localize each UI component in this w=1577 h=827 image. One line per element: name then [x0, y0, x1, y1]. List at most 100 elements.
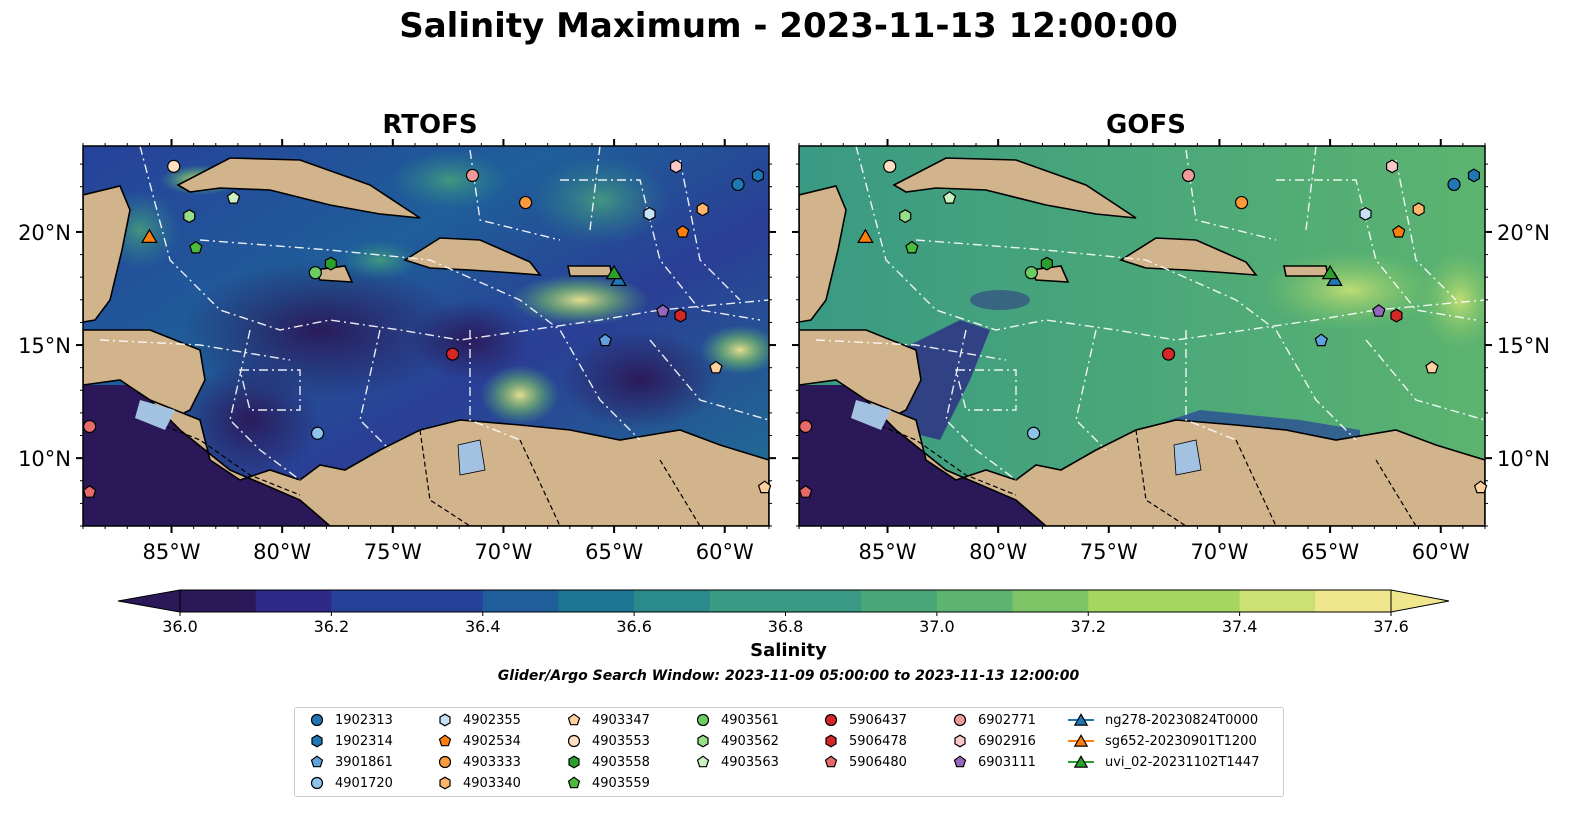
- legend-pentagon-icon[interactable]: [567, 776, 581, 789]
- lat-tick-label: 15°N: [1497, 334, 1550, 358]
- legend-label: 5906480: [849, 754, 907, 770]
- float-marker-4902355[interactable]: [1359, 206, 1372, 221]
- lat-tick-label: 10°N: [1497, 447, 1550, 471]
- observation-markers[interactable]: [82, 159, 1488, 498]
- legend-pentagon-icon[interactable]: [824, 755, 838, 768]
- float-marker-4903562[interactable]: [899, 209, 912, 224]
- float-marker-6903111[interactable]: [656, 304, 670, 317]
- float-marker-4901720[interactable]: [310, 426, 325, 440]
- legend-hexagon-icon[interactable]: [954, 734, 966, 748]
- legend-label: 4903558: [592, 754, 650, 770]
- colorbar-tick-label: 36.6: [616, 617, 652, 636]
- float-marker-5906478[interactable]: [674, 308, 687, 323]
- legend-label: 4903333: [463, 754, 521, 770]
- legend-label: 5906478: [849, 733, 907, 749]
- legend-hexagon-icon[interactable]: [825, 734, 837, 748]
- float-marker-5906437[interactable]: [445, 347, 460, 361]
- float-marker-4903558[interactable]: [324, 256, 337, 271]
- legend-item-4902355: 4902355: [437, 710, 521, 730]
- legend-pentagon-icon[interactable]: [567, 713, 581, 726]
- float-marker-4903553[interactable]: [883, 159, 897, 173]
- legend-circle-icon[interactable]: [567, 734, 581, 748]
- float-marker-4903561[interactable]: [1024, 266, 1038, 280]
- glider-marker-uvi_02-20231102T1447[interactable]: [1321, 264, 1339, 280]
- glider-marker-sg652-20230901T1200[interactable]: [857, 228, 874, 243]
- legend-pentagon-icon[interactable]: [696, 755, 710, 768]
- float-marker-4903559[interactable]: [905, 240, 919, 254]
- legend-circle-icon[interactable]: [953, 713, 967, 727]
- legend-label: 4903553: [592, 733, 650, 749]
- colorbar-tick-label: 36.8: [768, 617, 804, 636]
- legend-hexagon-icon[interactable]: [568, 755, 580, 769]
- float-marker-1902314[interactable]: [751, 168, 765, 183]
- float-marker-4903561[interactable]: [308, 266, 322, 280]
- colorbar-min-extend: [117, 589, 181, 613]
- figure-title: Salinity Maximum - 2023-11-13 12:00:00: [399, 6, 1178, 46]
- float-marker-1902314[interactable]: [1467, 168, 1481, 183]
- legend-circle-icon[interactable]: [696, 713, 710, 727]
- float-marker-4901720[interactable]: [1026, 426, 1041, 440]
- float-marker-4903558[interactable]: [1040, 256, 1053, 271]
- float-marker-4903347[interactable]: [709, 360, 723, 374]
- float-marker-5906478[interactable]: [1390, 308, 1403, 323]
- float-marker-4903562[interactable]: [183, 209, 196, 224]
- legend-circle-icon[interactable]: [310, 713, 324, 727]
- legend-hexagon-icon[interactable]: [439, 713, 451, 727]
- float-marker-4903340[interactable]: [1412, 202, 1425, 217]
- glider-marker-uvi_02-20231102T1447[interactable]: [605, 264, 623, 280]
- float-marker[interactable]: [1473, 480, 1488, 494]
- gofs-map[interactable]: [799, 146, 1500, 526]
- legend-pentagon-icon[interactable]: [953, 755, 967, 768]
- legend-glider-icon[interactable]: [1073, 734, 1089, 747]
- float-marker-4902534[interactable]: [675, 224, 690, 238]
- float-marker-5906480[interactable]: [82, 485, 97, 498]
- legend-circle-icon[interactable]: [824, 713, 838, 727]
- rtofs-map[interactable]: [83, 146, 780, 526]
- legend-glider-icon[interactable]: [1073, 755, 1089, 768]
- float-marker-4903333[interactable]: [1234, 195, 1249, 210]
- float-marker[interactable]: [757, 480, 772, 494]
- colorbar-label: Salinity: [750, 640, 827, 661]
- float-marker-1902313[interactable]: [1447, 177, 1461, 192]
- float-marker-6902771[interactable]: [465, 168, 480, 183]
- float-marker-6903111[interactable]: [1372, 304, 1386, 317]
- colorbar-segment: [1163, 590, 1241, 612]
- float-marker-6902916[interactable]: [669, 159, 683, 174]
- float-marker-5906480[interactable]: [798, 485, 813, 498]
- legend-pentagon-icon[interactable]: [310, 755, 324, 768]
- lat-tick-label: 20°N: [1497, 221, 1550, 245]
- legend-circle-icon[interactable]: [310, 776, 324, 790]
- legend-glider-icon[interactable]: [1073, 713, 1089, 726]
- float-marker-4903559[interactable]: [189, 240, 203, 254]
- float-marker-4902355[interactable]: [643, 206, 656, 221]
- glider-marker-sg652-20230901T1200[interactable]: [141, 228, 158, 243]
- legend-hexagon-icon[interactable]: [697, 734, 709, 748]
- float-marker-4902534[interactable]: [1391, 224, 1406, 238]
- colorbar-segment: [331, 590, 408, 612]
- colorbar-tick-label: 37.0: [919, 617, 955, 636]
- float-marker-3901861[interactable]: [598, 333, 612, 347]
- float-marker[interactable]: [799, 419, 813, 434]
- legend-hexagon-icon[interactable]: [439, 776, 451, 790]
- float-marker-4903563[interactable]: [942, 190, 957, 204]
- float-marker-4903553[interactable]: [167, 159, 181, 173]
- lat-tick-label: 10°N: [18, 447, 71, 471]
- float-marker-4903347[interactable]: [1425, 360, 1439, 374]
- float-marker[interactable]: [83, 419, 97, 434]
- legend-hexagon-icon[interactable]: [311, 734, 323, 748]
- legend-item-5906478: 5906478: [823, 731, 907, 751]
- float-marker-1902313[interactable]: [731, 177, 745, 192]
- legend-circle-icon[interactable]: [438, 755, 452, 769]
- legend-pentagon-icon[interactable]: [438, 734, 452, 747]
- float-marker-5906437[interactable]: [1161, 347, 1176, 361]
- float-marker-4903563[interactable]: [226, 190, 241, 204]
- lon-tick-label: 75°W: [1080, 540, 1138, 564]
- float-marker-4903333[interactable]: [518, 195, 533, 210]
- float-marker-6902771[interactable]: [1181, 168, 1196, 183]
- colorbar-segment: [1315, 590, 1392, 612]
- legend-label: 4903561: [721, 712, 779, 728]
- float-marker-3901861[interactable]: [1314, 333, 1328, 347]
- float-marker-4903340[interactable]: [696, 202, 709, 217]
- maps-canvas: 85°W 80°W 75°W 70°W 65°W 60°W 20°N 15°N 10°N 85°W…: [18, 139, 1550, 564]
- float-marker-6902916[interactable]: [1385, 159, 1399, 174]
